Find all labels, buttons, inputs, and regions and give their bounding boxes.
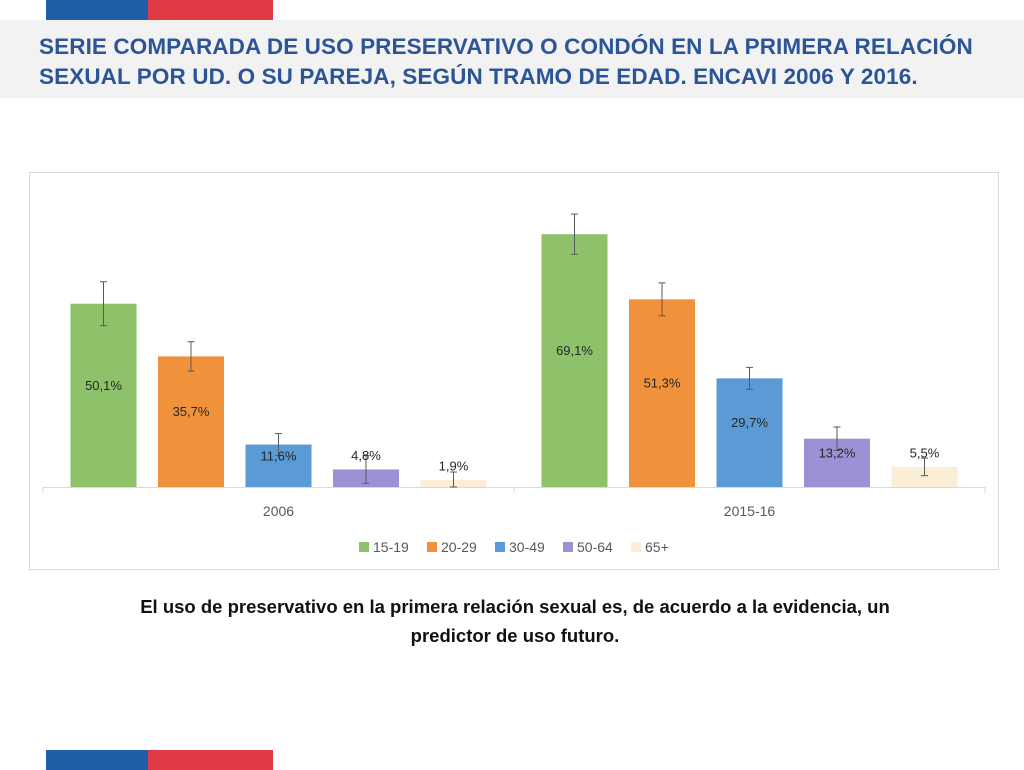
bar-chart: 50,1% 35,7% 11,6% 4,8% 1,9% 2006 69,1% 51,3% 29,… (42, 213, 986, 555)
data-label-15-19-2015-16: 69,1% (556, 343, 593, 358)
data-label-50-64-2006: 4,8% (351, 448, 381, 463)
data-label-65+-2006: 1,9% (439, 459, 469, 474)
flag-red-segment (148, 0, 273, 20)
flag-stripe-bottom (46, 750, 273, 770)
x-tick-label-2006: 2006 (263, 503, 294, 519)
bar-15-19-2006 (70, 303, 137, 487)
data-label-30-49-2015-16: 29,7% (731, 415, 768, 430)
flag-blue-segment (46, 750, 148, 770)
bar-65+-2015-16 (891, 466, 958, 487)
data-label-15-19-2006: 50,1% (85, 378, 122, 393)
bar-15-19-2015-16 (541, 234, 608, 487)
flag-blue-segment (46, 0, 148, 20)
legend-label-65+: 65+ (645, 539, 669, 555)
legend-swatch-65+ (631, 542, 641, 552)
legend-label-15-19: 15-19 (373, 539, 409, 555)
data-label-20-29-2006: 35,7% (173, 404, 210, 419)
flag-stripe-top (46, 0, 273, 20)
bar-20-29-2006 (158, 356, 224, 487)
chart-frame: 50,1% 35,7% 11,6% 4,8% 1,9% 2006 69,1% 51,3% 29,… (29, 172, 999, 570)
legend-swatch-30-49 (495, 542, 505, 552)
bar-30-49-2015-16 (716, 378, 783, 487)
data-label-20-29-2015-16: 51,3% (644, 376, 681, 391)
caption-text: El uso de preservativo en la primera rel… (140, 596, 890, 646)
bar-20-29-2015-16 (629, 299, 695, 487)
legend-label-20-29: 20-29 (441, 539, 477, 555)
legend-label-50-64: 50-64 (577, 539, 613, 555)
data-label-50-64-2015-16: 13,2% (819, 445, 856, 460)
legend-swatch-50-64 (563, 542, 573, 552)
flag-red-segment (148, 750, 273, 770)
page-title: SERIE COMPARADA DE USO PRESERVATIVO O CO… (39, 34, 973, 89)
legend-label-30-49: 30-49 (509, 539, 545, 555)
x-tick-label-2015-16: 2015-16 (724, 503, 776, 519)
title-band (0, 20, 1024, 98)
legend-swatch-15-19 (359, 542, 369, 552)
data-label-30-49-2006: 11,6% (261, 448, 297, 463)
data-label-65+-2015-16: 5,5% (910, 445, 940, 460)
legend-swatch-20-29 (427, 542, 437, 552)
